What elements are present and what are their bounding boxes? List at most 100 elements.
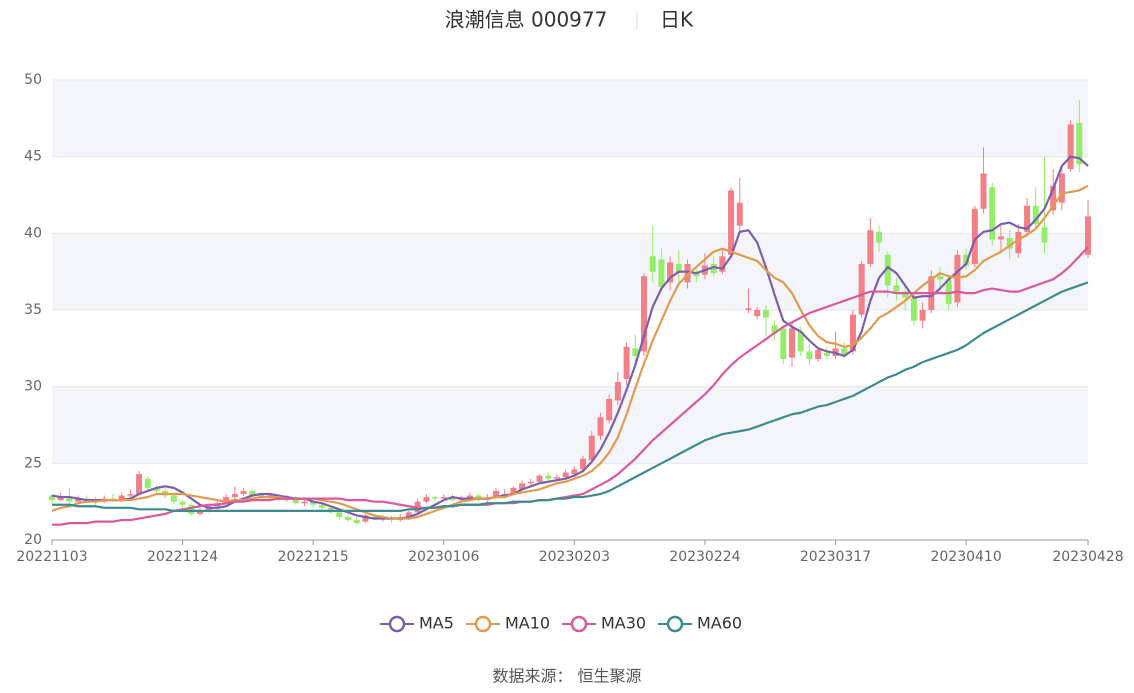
candle-body	[876, 231, 883, 243]
candle-body	[527, 481, 534, 484]
legend-item: MA10	[466, 614, 550, 633]
candle-body	[1085, 216, 1091, 255]
candle-body	[257, 494, 264, 498]
candle-body	[240, 490, 247, 494]
candle-body	[440, 497, 447, 499]
candle-body	[310, 501, 317, 505]
ma-line	[51, 155, 1089, 520]
candle-body	[745, 308, 752, 310]
candle-body	[849, 314, 856, 352]
candle-body	[971, 208, 978, 264]
legend-swatch	[388, 615, 406, 633]
candle-body	[75, 498, 82, 502]
candle-body	[136, 474, 143, 494]
candle-body	[179, 501, 186, 505]
candle-body	[649, 256, 656, 272]
y-tick-label: 45	[24, 149, 42, 165]
ma-line	[52, 281, 1089, 512]
candle-body	[823, 352, 830, 356]
candle-body	[562, 472, 569, 478]
candle-body	[1041, 227, 1048, 243]
candle-body	[858, 264, 865, 315]
candle-body	[762, 310, 769, 318]
candle-body	[797, 331, 804, 352]
legend-label: MA60	[697, 614, 742, 633]
candle-body	[667, 262, 674, 283]
candle-body	[1058, 173, 1065, 203]
candle-body	[153, 487, 160, 491]
candle-body	[466, 495, 473, 499]
y-tick-label: 25	[24, 455, 42, 471]
candle-body	[127, 494, 134, 496]
y-tick-label: 50	[24, 72, 42, 88]
candle-body	[675, 264, 682, 274]
candle-body	[684, 264, 691, 283]
y-tick-label: 35	[24, 302, 42, 318]
candle-body	[997, 236, 1004, 240]
y-tick-label: 40	[24, 225, 42, 241]
legend-label: MA30	[601, 614, 646, 633]
candle-body	[588, 435, 595, 461]
candle-body	[937, 276, 943, 280]
candle-body	[641, 276, 647, 352]
x-tick-label: 20230106	[408, 549, 479, 565]
candle-body	[1006, 237, 1013, 249]
candle-body	[606, 398, 613, 421]
plot-band	[52, 386, 1088, 464]
legend-swatch	[570, 615, 588, 633]
candle-body	[432, 497, 439, 499]
x-tick-label: 20230224	[669, 549, 740, 565]
candle-body	[1076, 122, 1083, 165]
candle-body	[719, 256, 726, 272]
x-tick-label: 20221103	[16, 549, 87, 565]
candle-body	[118, 495, 125, 501]
legend-swatch	[474, 615, 492, 633]
candle-body	[301, 501, 308, 504]
candle-body	[884, 254, 891, 286]
candle-body	[815, 349, 822, 360]
x-tick-label: 20221124	[147, 549, 218, 565]
candle-body	[597, 417, 604, 436]
candle-body	[1050, 185, 1057, 211]
ma-line	[51, 184, 1089, 520]
legend-swatch	[666, 615, 684, 633]
candle-body	[170, 495, 177, 502]
candle-body	[57, 497, 64, 501]
candle-body	[867, 230, 874, 264]
chart-period: 日K	[660, 8, 694, 32]
candle-body	[553, 477, 560, 479]
legend-label: MA5	[419, 614, 454, 633]
candle-body	[841, 348, 848, 355]
candle-body	[771, 325, 778, 333]
candle-body	[789, 328, 795, 358]
candle-body	[754, 310, 761, 317]
candle-body	[493, 490, 499, 498]
candle-body	[1024, 205, 1031, 232]
candle-body	[449, 497, 456, 501]
candle-body	[710, 264, 717, 274]
candle-body	[919, 310, 926, 321]
candle-body	[144, 478, 151, 488]
candle-body	[1067, 124, 1074, 169]
candle-body	[902, 291, 909, 298]
candle-body	[336, 512, 343, 517]
candle-body	[188, 504, 195, 514]
candle-body	[362, 515, 369, 522]
ma-line	[52, 246, 1089, 526]
candle-body	[945, 279, 952, 304]
candle-body	[980, 173, 987, 209]
candle-body	[345, 517, 351, 521]
chart-title: 浪潮信息 000977	[445, 8, 608, 32]
candle-body	[910, 297, 917, 321]
candle-body	[318, 504, 325, 508]
candle-body	[223, 497, 230, 504]
source-note: 数据来源： 恒生聚源	[492, 667, 641, 686]
x-tick-label: 20230428	[1052, 549, 1123, 565]
x-tick-label: 20230317	[800, 549, 871, 565]
candle-body	[1015, 231, 1022, 254]
candle-body	[989, 187, 996, 240]
candle-body	[49, 495, 55, 501]
candle-body	[963, 254, 970, 266]
x-tick-label: 20230410	[930, 549, 1001, 565]
